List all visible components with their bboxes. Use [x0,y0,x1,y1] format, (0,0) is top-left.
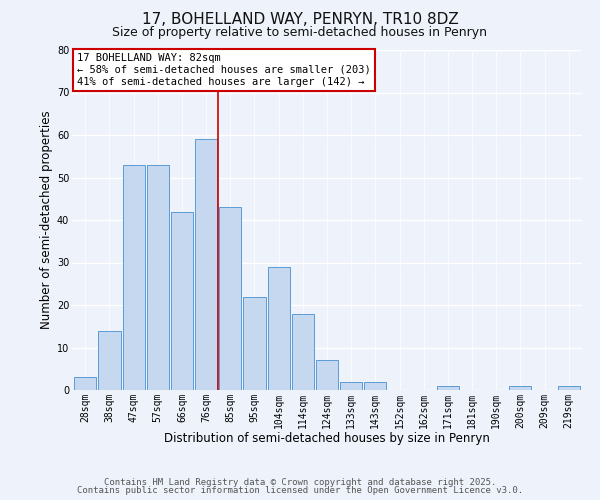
Bar [146,165,169,390]
X-axis label: Distribution of semi-detached houses by size in Penryn: Distribution of semi-detached houses by … [164,432,490,445]
Text: Contains HM Land Registry data © Crown copyright and database right 2025.: Contains HM Land Registry data © Crown c… [104,478,496,487]
Bar [509,386,532,390]
Bar [557,386,580,390]
Text: Size of property relative to semi-detached houses in Penryn: Size of property relative to semi-detach… [113,26,487,39]
Text: 17 BOHELLAND WAY: 82sqm
← 58% of semi-detached houses are smaller (203)
41% of s: 17 BOHELLAND WAY: 82sqm ← 58% of semi-de… [77,54,371,86]
Bar [195,139,217,390]
Text: 17, BOHELLAND WAY, PENRYN, TR10 8DZ: 17, BOHELLAND WAY, PENRYN, TR10 8DZ [142,12,458,28]
Bar [244,296,266,390]
Bar [219,207,241,390]
Bar [437,386,459,390]
Bar [122,165,145,390]
Bar [171,212,193,390]
Bar [268,267,290,390]
Bar [292,314,314,390]
Text: Contains public sector information licensed under the Open Government Licence v3: Contains public sector information licen… [77,486,523,495]
Bar [340,382,362,390]
Bar [364,382,386,390]
Bar [316,360,338,390]
Bar [74,378,97,390]
Bar [98,330,121,390]
Y-axis label: Number of semi-detached properties: Number of semi-detached properties [40,110,53,330]
